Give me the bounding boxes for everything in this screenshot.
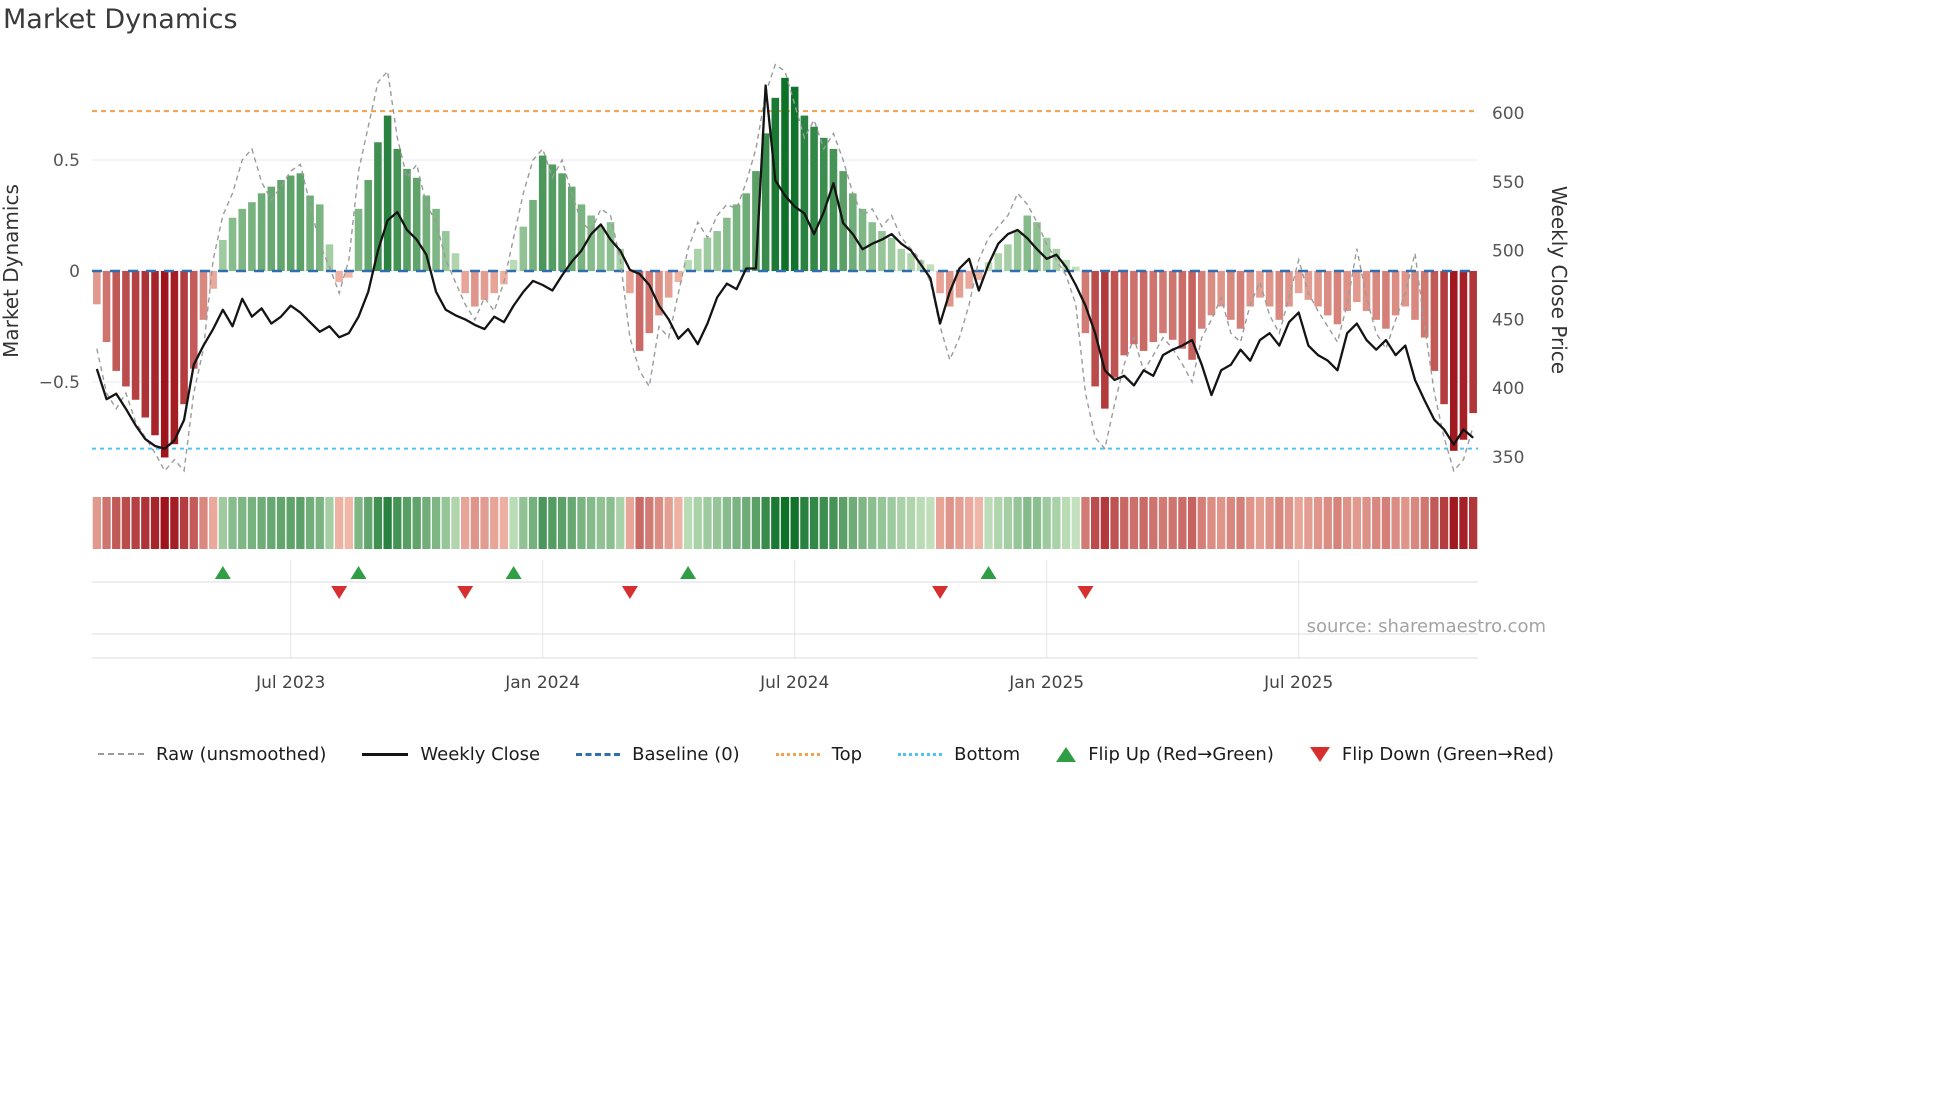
legend: Raw (unsmoothed) Weekly Close Baseline (… xyxy=(98,734,1554,774)
svg-text:550: 550 xyxy=(1492,173,1524,193)
legend-item-weekly-close: Weekly Close xyxy=(362,744,540,765)
legend-label: Flip Up (Red→Green) xyxy=(1088,743,1274,765)
svg-text:Jan 2024: Jan 2024 xyxy=(504,673,580,693)
legend-item-bottom: Bottom xyxy=(898,744,1020,765)
svg-text:450: 450 xyxy=(1492,310,1524,330)
svg-text:600: 600 xyxy=(1492,104,1524,124)
legend-item-top: Top xyxy=(775,743,863,765)
svg-text:500: 500 xyxy=(1492,242,1524,262)
svg-text:0.5: 0.5 xyxy=(53,151,80,171)
axis-tick-labels: 0.5 0 −0.5 600 550 500 450 400 350 Jul 2023 Jan 20… xyxy=(39,104,1525,693)
svg-text:0: 0 xyxy=(69,262,80,282)
cyan-dotted-line-icon xyxy=(898,752,943,756)
svg-text:400: 400 xyxy=(1492,379,1524,399)
legend-label: Weekly Close xyxy=(420,743,541,765)
svg-text:350: 350 xyxy=(1492,448,1524,468)
svg-text:Jul 2023: Jul 2023 xyxy=(255,673,325,693)
marker-band xyxy=(92,560,1478,659)
legend-item-flip-down: Flip Down (Green→Red) xyxy=(1309,743,1554,765)
left-axis-title: Market Dynamics xyxy=(0,184,23,358)
page-title: Market Dynamics xyxy=(3,4,238,35)
legend-label: Raw (unsmoothed) xyxy=(156,743,327,765)
svg-text:−0.5: −0.5 xyxy=(39,373,80,393)
blue-dashed-line-icon xyxy=(576,752,621,756)
solid-line-icon xyxy=(362,752,409,756)
right-axis-title: Weekly Close Price xyxy=(1547,186,1571,374)
legend-item-flip-up: Flip Up (Red→Green) xyxy=(1056,744,1274,765)
flip-up-markers xyxy=(214,566,997,579)
triangle-down-icon xyxy=(1309,746,1330,762)
market-chart-svg: 0.5 0 −0.5 600 550 500 450 400 350 Jul 2023 Jan 20… xyxy=(0,63,1571,693)
legend-label: Top xyxy=(831,743,863,765)
legend-item-baseline: Baseline (0) xyxy=(576,744,740,765)
weekly-close-line xyxy=(95,84,1474,450)
raw-dashed-line-icon xyxy=(98,753,144,755)
oscillator-bars xyxy=(93,77,1477,458)
svg-text:Jul 2024: Jul 2024 xyxy=(759,673,829,693)
raw-line xyxy=(96,63,1474,473)
svg-text:Jul 2025: Jul 2025 xyxy=(1263,673,1333,693)
legend-label: Bottom xyxy=(954,743,1021,765)
flip-down-markers xyxy=(331,586,1094,599)
triangle-up-icon xyxy=(1056,746,1077,762)
heatmap-strip xyxy=(92,497,1478,549)
svg-text:Jan 2025: Jan 2025 xyxy=(1008,673,1084,693)
legend-label: Flip Down (Green→Red) xyxy=(1341,743,1554,765)
legend-item-raw: Raw (unsmoothed) xyxy=(98,744,326,765)
orange-dotted-line-icon xyxy=(775,752,820,756)
source-text: source: sharemaestro.com xyxy=(1307,616,1546,637)
legend-label: Baseline (0) xyxy=(632,743,740,765)
